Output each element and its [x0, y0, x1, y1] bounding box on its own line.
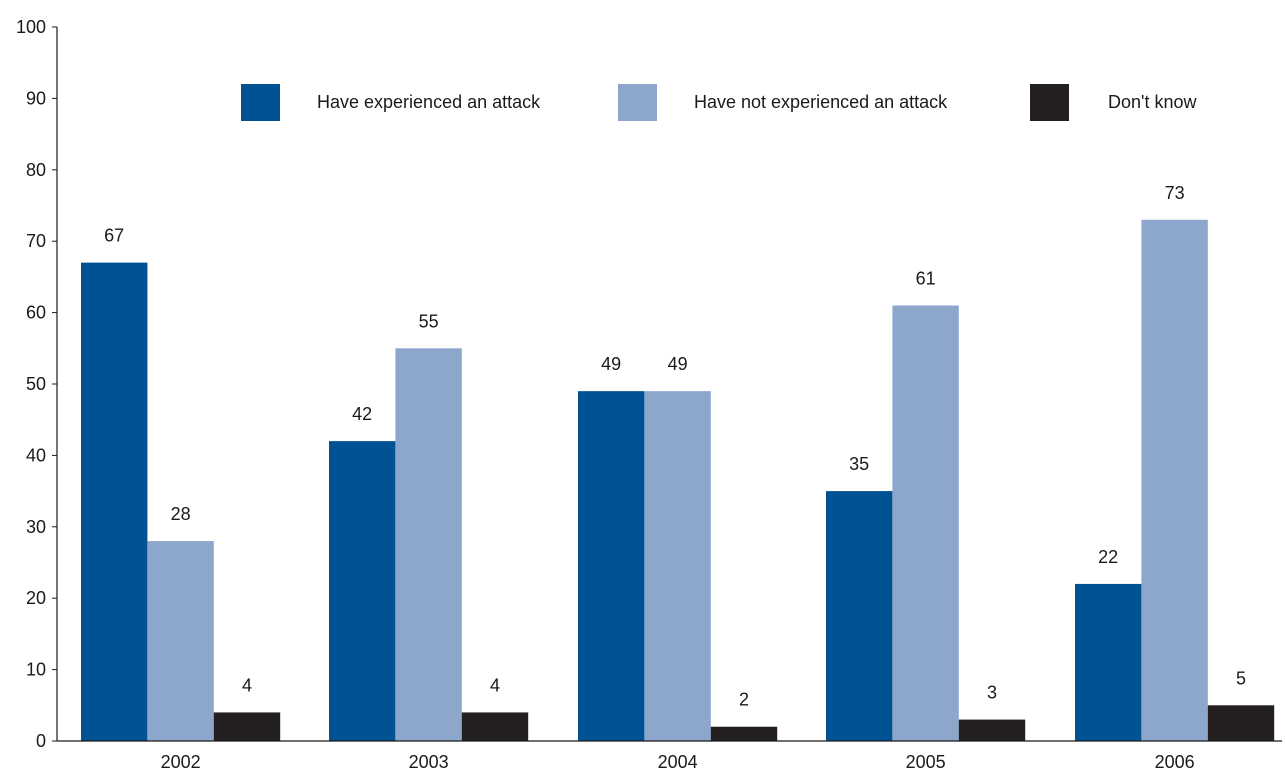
- data-label: 4: [490, 675, 500, 695]
- data-label: 49: [601, 354, 621, 374]
- axes: 0 10 20 30 40 50 60 70 80 90 100 2002 2003 2004 2005 20…: [16, 17, 1282, 772]
- data-labels: 67 28 4 42 55 4 49 49 2 35 61 3 22 73 5: [104, 183, 1246, 710]
- data-label: 49: [668, 354, 688, 374]
- bar: [81, 262, 148, 741]
- bar: [147, 541, 214, 741]
- data-label: 3: [987, 683, 997, 703]
- data-label: 42: [352, 404, 372, 424]
- legend-swatch: [241, 84, 280, 121]
- bar: [892, 305, 959, 741]
- y-tick-label: 40: [26, 445, 46, 465]
- data-label: 28: [171, 504, 191, 524]
- data-label: 73: [1165, 183, 1185, 203]
- data-label: 55: [419, 311, 439, 331]
- bars: [81, 219, 1275, 741]
- y-tick-label: 60: [26, 303, 46, 323]
- legend-label: Don't know: [1108, 92, 1197, 112]
- data-label: 5: [1236, 668, 1246, 688]
- x-tick-label: 2004: [658, 752, 698, 772]
- bar: [710, 726, 778, 741]
- bar: [213, 712, 281, 741]
- data-label: 61: [916, 268, 936, 288]
- bar: [395, 348, 462, 741]
- bar: [958, 719, 1026, 741]
- bar: [1207, 705, 1275, 741]
- data-label: 67: [104, 226, 124, 246]
- bar: [644, 391, 711, 741]
- data-label: 2: [739, 690, 749, 710]
- x-tick-label: 2006: [1155, 752, 1195, 772]
- data-label: 22: [1098, 547, 1118, 567]
- bar: [1075, 583, 1142, 741]
- legend-label: Have not experienced an attack: [694, 92, 948, 112]
- y-tick-label: 20: [26, 588, 46, 608]
- y-tick-label: 70: [26, 231, 46, 251]
- y-tick-label: 80: [26, 160, 46, 180]
- bar: [461, 712, 529, 741]
- y-tick-label: 100: [16, 17, 46, 37]
- legend-label: Have experienced an attack: [317, 92, 541, 112]
- y-tick-label: 10: [26, 660, 46, 680]
- legend-swatch: [1030, 84, 1069, 121]
- x-tick-label: 2003: [409, 752, 449, 772]
- data-label: 4: [242, 675, 252, 695]
- y-tick-label: 90: [26, 88, 46, 108]
- bar: [826, 491, 893, 741]
- x-tick-label: 2002: [161, 752, 201, 772]
- y-tick-label: 30: [26, 517, 46, 537]
- bar: [329, 441, 396, 741]
- y-tick-label: 50: [26, 374, 46, 394]
- data-label: 35: [849, 454, 869, 474]
- legend-swatch: [618, 84, 657, 121]
- bar: [1141, 219, 1208, 741]
- bar: [578, 391, 645, 741]
- x-tick-label: 2005: [906, 752, 946, 772]
- y-tick-label: 0: [36, 731, 46, 751]
- legend: Have experienced an attack Have not exper…: [241, 84, 1197, 121]
